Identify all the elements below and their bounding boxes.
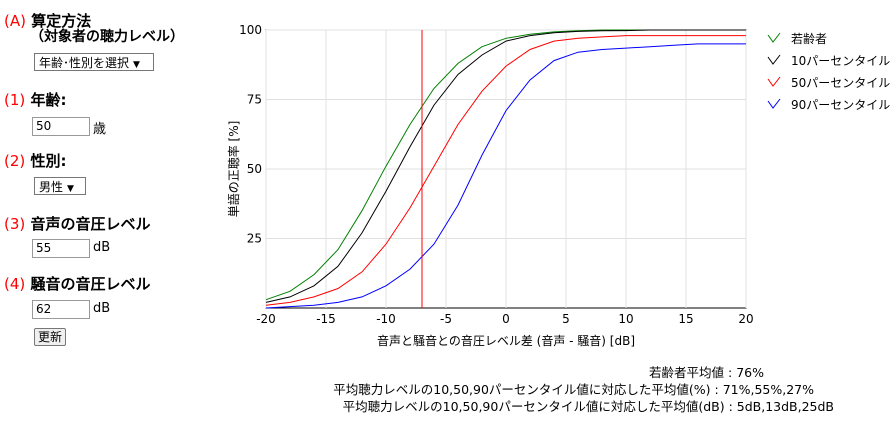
age-heading: (1) 年齢:	[4, 89, 66, 110]
chevron-down-icon: ▼	[67, 184, 74, 194]
result-label-3: 平均聴力レベルの10,50,90パーセンタイル値に対応した平均値(dB)	[342, 399, 725, 414]
noise-label: 騒音の音圧レベル	[30, 275, 151, 293]
method-select-value: 年齢･性別を選択	[39, 56, 130, 70]
speech-label: 音声の音圧レベル	[30, 215, 151, 233]
y-tick-label: 100	[239, 23, 262, 37]
noise-number: (4)	[4, 275, 26, 293]
x-tick-label: 10	[618, 312, 633, 326]
legend-entry: 50パーセンタイル	[791, 76, 890, 90]
sex-label: 性別:	[30, 152, 67, 170]
legend-entry: 若齢者	[791, 31, 827, 46]
series-line	[265, 35, 746, 306]
sex-select-value: 男性	[39, 180, 64, 194]
age-input[interactable]: 50	[32, 117, 90, 136]
speech-heading: (3) 音声の音圧レベル	[4, 213, 151, 234]
noise-level-input[interactable]: 62	[32, 300, 90, 319]
sex-heading: (2) 性別:	[4, 150, 66, 171]
speech-number: (3)	[4, 215, 26, 233]
method-sublabel: （対象者の聴力レベル）	[30, 29, 184, 45]
legend-swatch	[767, 32, 781, 43]
method-label: 算定方法	[31, 12, 92, 30]
legend-entry: 10パーセンタイル	[791, 54, 890, 68]
series-lines	[265, 29, 746, 309]
x-axis-label: 音声と騒音との音圧レベル差 (音声 - 騒音) [dB]	[377, 333, 635, 348]
x-tick-label: -5	[440, 312, 452, 326]
y-axis-label: 単語の正聴率 [%]	[226, 121, 241, 218]
noise-unit: dB	[93, 301, 111, 316]
result-value-3: : 5dB,13dB,25dB	[724, 399, 834, 414]
series-line	[265, 29, 746, 303]
method-number: (A)	[4, 12, 26, 30]
y-tick-labels: 100 75 50 25	[239, 23, 262, 246]
update-button[interactable]: 更新	[34, 328, 67, 346]
speech-unit: dB	[93, 240, 111, 255]
x-tick-label: 0	[502, 312, 510, 326]
y-tick-label: 25	[247, 232, 262, 246]
x-tick-label: 20	[738, 312, 753, 326]
result-label-2: 平均聴力レベルの10,50,90パーセンタイル値に対応した平均値(%)	[333, 382, 711, 397]
age-unit: 歳	[93, 122, 107, 137]
noise-heading: (4) 騒音の音圧レベル	[4, 273, 151, 294]
speech-level-input[interactable]: 55	[32, 239, 90, 258]
method-select[interactable]: 年齢･性別を選択 ▼	[34, 53, 154, 71]
method-heading: (A) 算定方法	[4, 10, 91, 31]
legend-entry: 90パーセンタイル	[791, 98, 890, 112]
result-value-2: : 71%,55%,27%	[710, 382, 815, 397]
legend-swatch	[767, 76, 781, 87]
sex-number: (2)	[4, 152, 26, 170]
x-tick-label: -15	[316, 312, 336, 326]
result-label-1: 若齢者平均値	[649, 365, 725, 380]
x-tick-label: -10	[376, 312, 396, 326]
chevron-down-icon: ▼	[133, 60, 140, 70]
x-tick-label: 5	[562, 312, 570, 326]
series-line	[265, 43, 746, 309]
result-line-1: 若齢者平均値 : 76%	[649, 362, 764, 381]
result-value-1: : 76%	[724, 365, 764, 380]
x-tick-label: -20	[256, 312, 276, 326]
legend-swatch	[767, 54, 781, 65]
x-tick-labels: -20 -15 -10 -5 0 5 10 15 20	[256, 312, 753, 326]
x-tick-label: 15	[678, 312, 693, 326]
result-line-2: 平均聴力レベルの10,50,90パーセンタイル値に対応した平均値(%) : 71…	[333, 379, 814, 398]
age-label: 年齢:	[30, 91, 67, 109]
intelligibility-chart: -20 -15 -10 -5 0 5 10 15 20 100 75 50 25 音声と騒音との音圧レ…	[226, 23, 890, 348]
age-number: (1)	[4, 91, 26, 109]
y-tick-label: 50	[247, 162, 262, 176]
legend: 若齢者 10パーセンタイル 50パーセンタイル 90パーセンタイル	[767, 31, 890, 112]
legend-swatch	[767, 98, 781, 109]
sex-select[interactable]: 男性 ▼	[34, 177, 86, 195]
y-tick-label: 75	[247, 93, 262, 107]
result-line-3: 平均聴力レベルの10,50,90パーセンタイル値に対応した平均値(dB) : 5…	[343, 396, 834, 415]
